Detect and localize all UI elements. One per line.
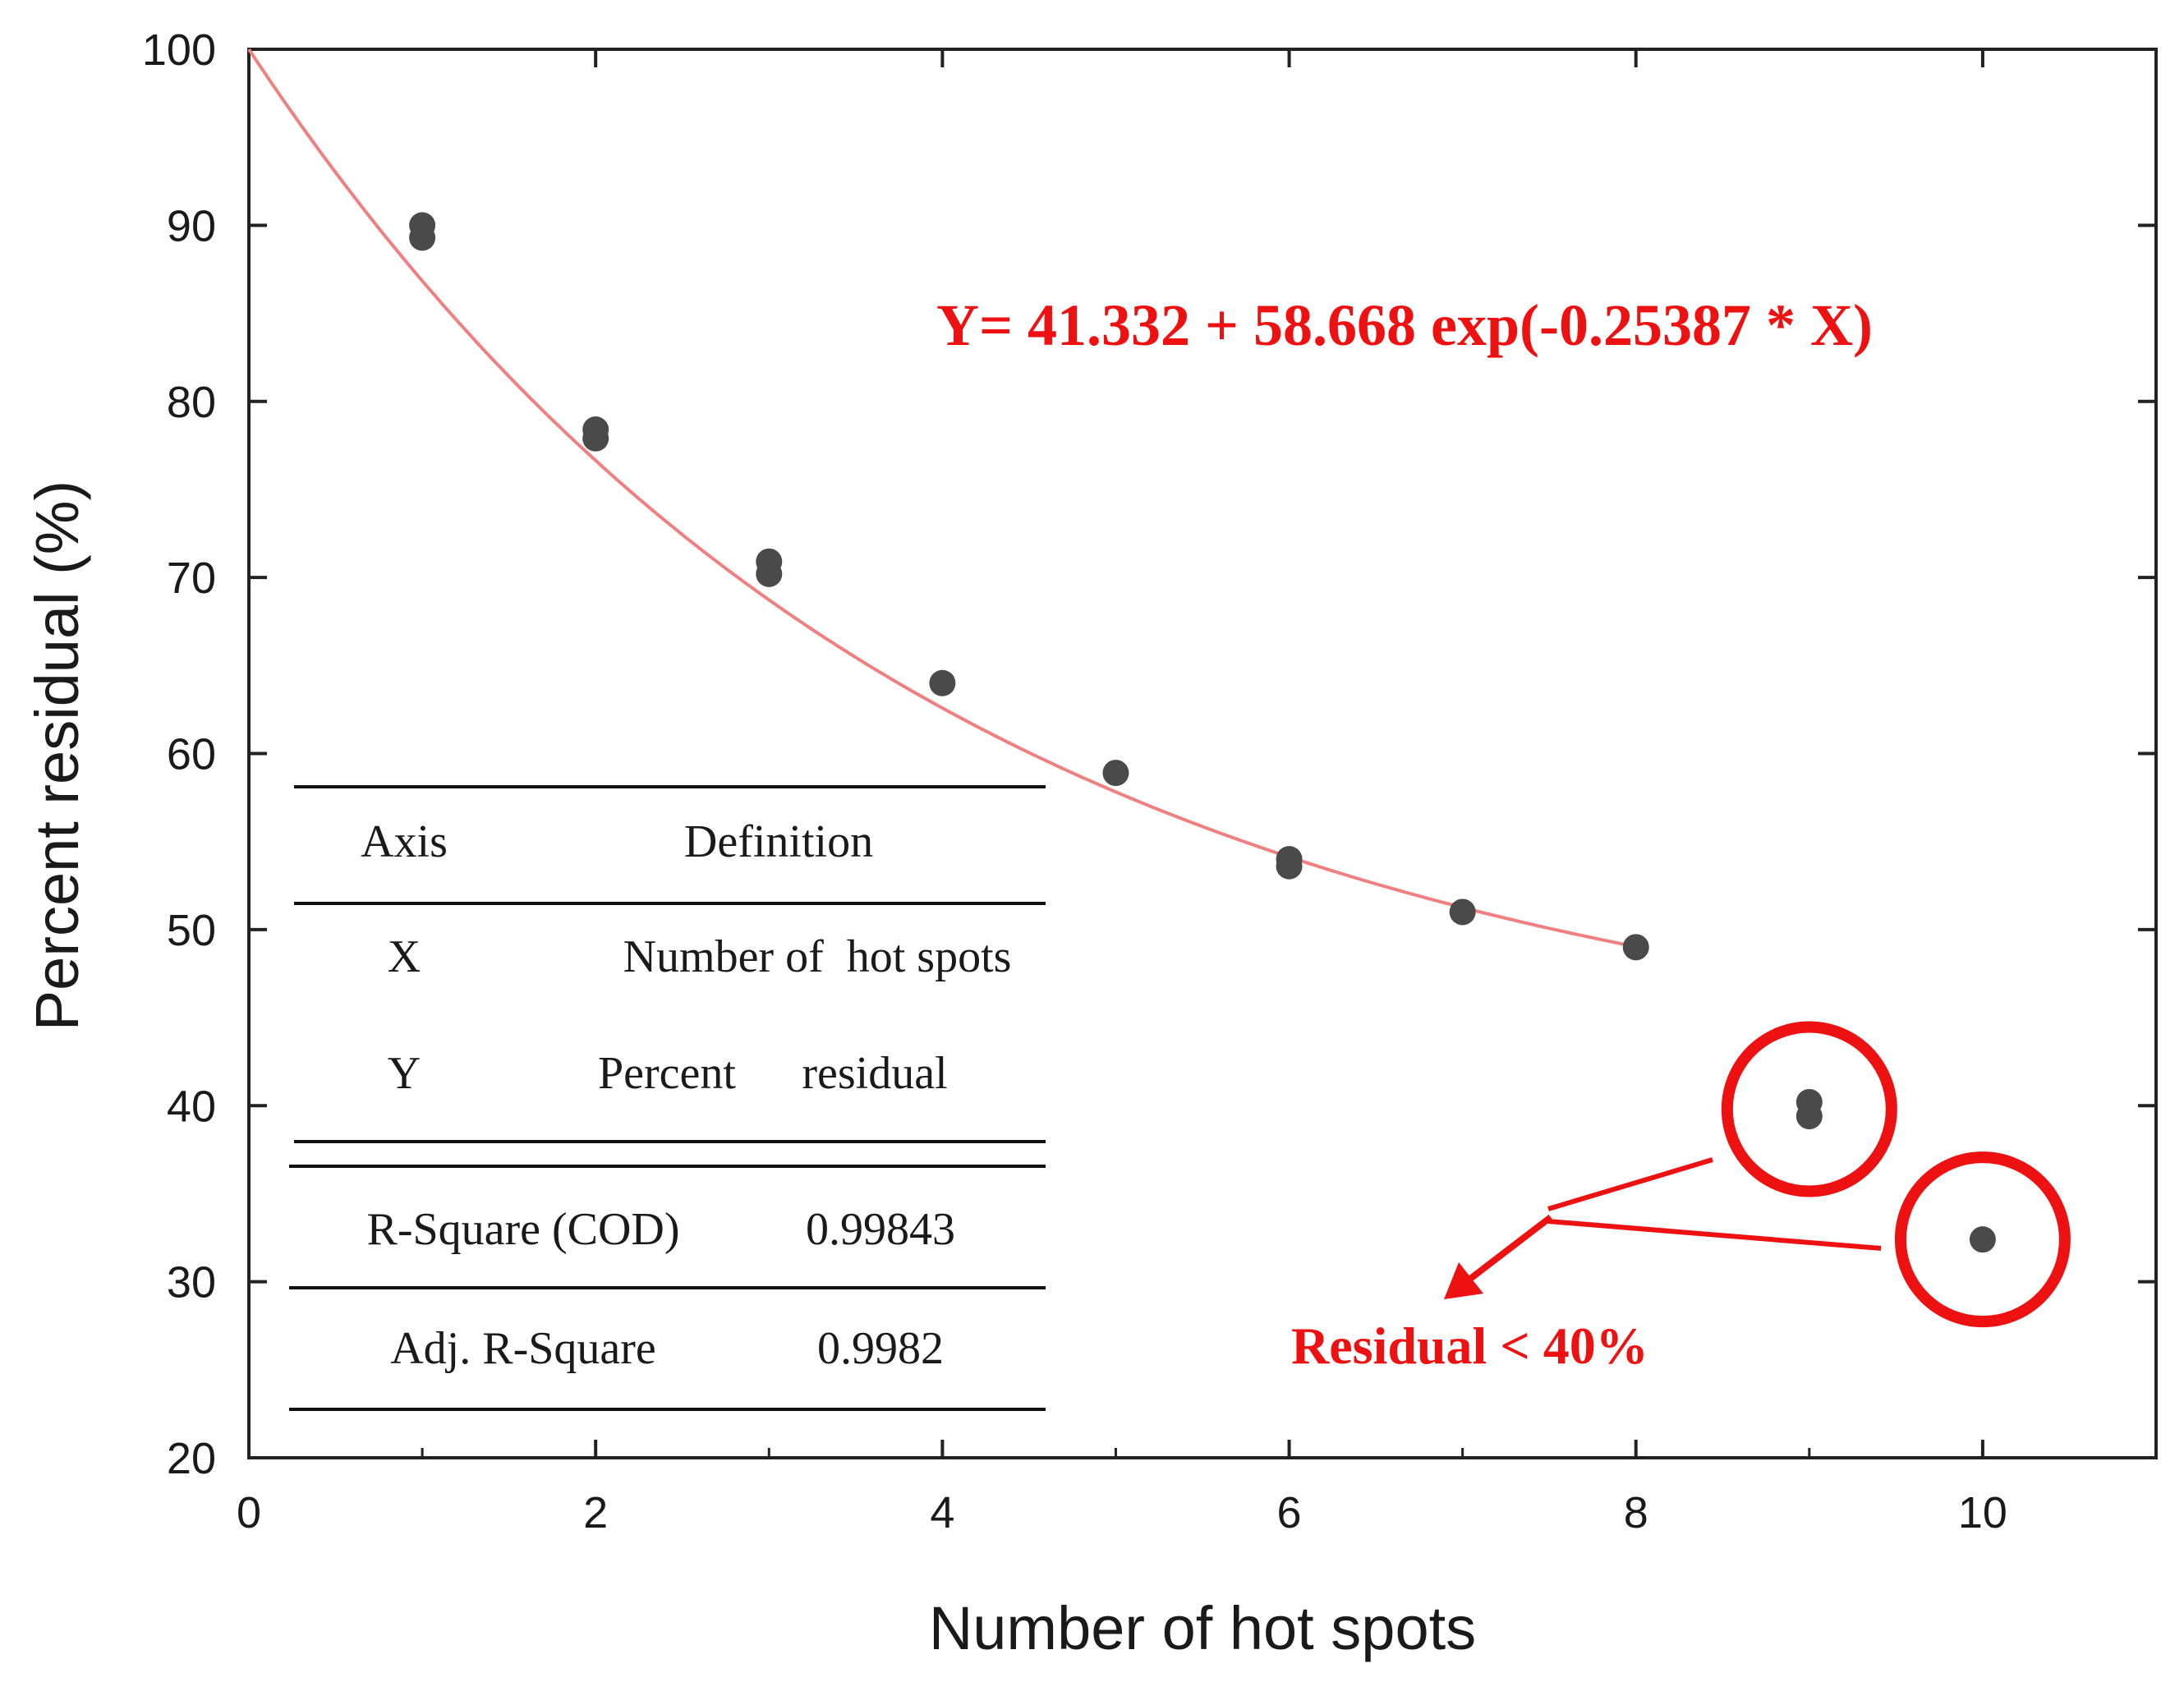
table-row-y-definition-word: residual	[802, 1048, 947, 1099]
fit-curve-group	[247, 48, 1637, 949]
table-header-definition: Definition	[684, 816, 873, 867]
data-points	[409, 212, 1996, 1253]
y-tick-label: 20	[167, 1434, 216, 1483]
annotation-arrow-shaft	[1468, 1214, 1553, 1282]
annotation-connector-lower	[1547, 1219, 1882, 1251]
axis-ticks: 0 2 4 6 8 10 20 30 40 50 60 70 80 90 100	[142, 25, 2158, 1537]
y-tick-label: 80	[167, 378, 216, 427]
x-tick-label: 6	[1277, 1488, 1302, 1537]
y-tick-label: 50	[167, 906, 216, 955]
data-point	[1449, 898, 1476, 926]
table-header-axis: Axis	[361, 816, 448, 867]
y-tick-label: 60	[167, 730, 216, 779]
data-point	[1969, 1226, 1996, 1253]
table-row-x-definition: Number of hot spots	[623, 931, 1012, 982]
table-row-y-definition-prefix: Percent	[598, 1048, 736, 1099]
annotation-arrowhead	[1444, 1262, 1483, 1299]
x-tick-label: 0	[237, 1488, 261, 1537]
y-tick-label: 90	[167, 201, 216, 250]
stats-table: Axis Definition X Number of hot spots Y …	[289, 785, 1046, 1411]
annotation-label: Residual < 40%	[1291, 1317, 1648, 1375]
y-tick-label: 70	[167, 554, 216, 603]
table-stat-value-adj: 0.9982	[817, 1323, 944, 1374]
x-tick-label: 2	[583, 1488, 608, 1537]
table-stat-label-r2: R-Square (COD)	[366, 1204, 679, 1255]
fit-equation: Y= 41.332 + 58.668 exp(-0.25387 * X)	[936, 292, 1873, 358]
y-axis-title: Percent residual (%)	[23, 480, 91, 1031]
highlight-circle-x10	[1894, 1151, 2071, 1328]
table-row-x-axis: X	[388, 931, 421, 982]
data-point	[1102, 760, 1129, 787]
y-tick-label: 100	[142, 25, 216, 75]
table-row-y-axis: Y	[388, 1048, 421, 1099]
data-point	[1276, 852, 1303, 880]
fit-curve	[247, 48, 1637, 949]
x-tick-label: 4	[930, 1488, 954, 1537]
data-point	[409, 224, 436, 251]
data-point	[582, 425, 609, 452]
data-point	[1795, 1103, 1823, 1130]
data-point	[929, 669, 956, 696]
x-axis-title: Number of hot spots	[929, 1594, 1476, 1662]
y-tick-label: 30	[167, 1258, 216, 1307]
highlight-circle-x9	[1721, 1021, 1897, 1197]
table-stat-label-adj: Adj. R-Square	[390, 1323, 656, 1374]
data-point	[756, 560, 783, 587]
data-point	[1622, 934, 1649, 961]
y-tick-label: 40	[167, 1082, 216, 1131]
x-tick-label: 10	[1958, 1488, 2007, 1537]
annotation-connector-upper	[1547, 1157, 1713, 1211]
table-stat-value-r2: 0.99843	[806, 1204, 955, 1255]
x-tick-label: 8	[1624, 1488, 1648, 1537]
residual-annotation: Residual < 40%	[1291, 1021, 2071, 1375]
